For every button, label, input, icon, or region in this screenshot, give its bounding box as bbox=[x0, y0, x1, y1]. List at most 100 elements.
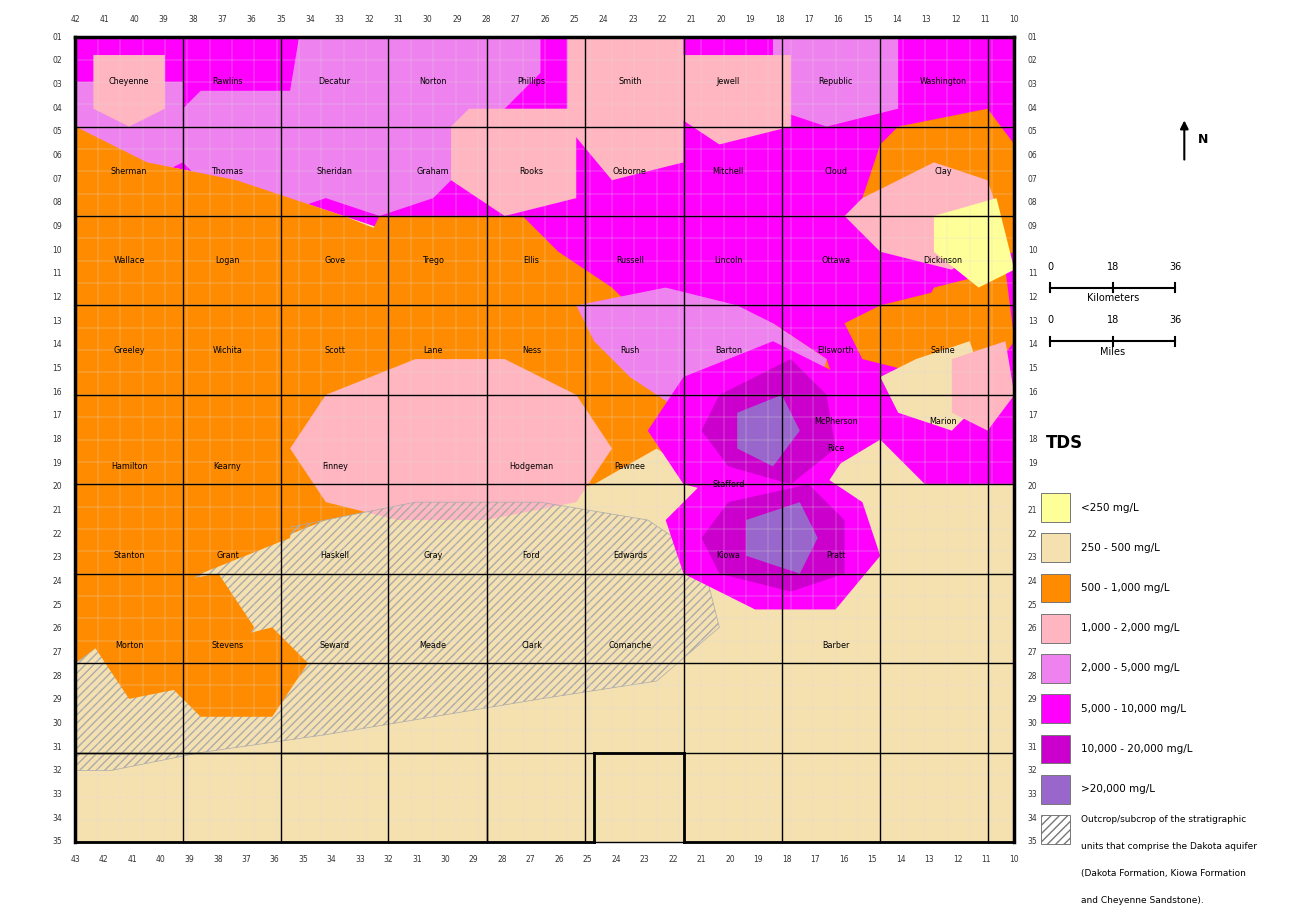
Text: Comanche: Comanche bbox=[608, 641, 651, 650]
Text: 37: 37 bbox=[242, 855, 251, 864]
Text: 42: 42 bbox=[70, 14, 81, 24]
Text: 21: 21 bbox=[686, 14, 697, 24]
Text: 28: 28 bbox=[52, 671, 62, 680]
Text: 29: 29 bbox=[452, 14, 462, 24]
Text: 01: 01 bbox=[52, 33, 62, 42]
Text: 25: 25 bbox=[1028, 601, 1037, 610]
Polygon shape bbox=[75, 502, 719, 770]
Text: 24: 24 bbox=[1028, 577, 1037, 586]
Text: Grant: Grant bbox=[216, 552, 239, 560]
Polygon shape bbox=[75, 377, 290, 663]
Text: 12: 12 bbox=[52, 293, 62, 302]
Text: Norton: Norton bbox=[420, 77, 447, 86]
Polygon shape bbox=[451, 109, 576, 216]
Text: 19: 19 bbox=[745, 14, 755, 24]
Text: 20: 20 bbox=[52, 482, 62, 491]
Text: 11: 11 bbox=[980, 14, 989, 24]
Text: 0: 0 bbox=[1046, 262, 1053, 272]
Text: Washington: Washington bbox=[919, 77, 966, 86]
Text: <250 mg/L: <250 mg/L bbox=[1080, 503, 1139, 513]
Text: 09: 09 bbox=[1028, 222, 1037, 231]
Text: 30: 30 bbox=[441, 855, 450, 864]
Polygon shape bbox=[702, 359, 836, 485]
Text: 24: 24 bbox=[599, 14, 608, 24]
Text: 13: 13 bbox=[924, 855, 933, 864]
Text: Sheridan: Sheridan bbox=[317, 167, 352, 176]
Text: Hodgeman: Hodgeman bbox=[510, 462, 554, 471]
Text: 17: 17 bbox=[1028, 411, 1037, 420]
Polygon shape bbox=[290, 359, 612, 520]
Text: Lane: Lane bbox=[424, 345, 443, 354]
Polygon shape bbox=[845, 162, 1005, 270]
Text: 26: 26 bbox=[554, 855, 564, 864]
Text: Gray: Gray bbox=[424, 552, 443, 560]
Polygon shape bbox=[647, 342, 862, 502]
Bar bbox=[1041, 654, 1070, 683]
Text: 16: 16 bbox=[833, 14, 844, 24]
Text: 35: 35 bbox=[298, 855, 308, 864]
Text: (Dakota Formation, Kiowa Formation: (Dakota Formation, Kiowa Formation bbox=[1080, 869, 1245, 878]
Polygon shape bbox=[880, 342, 988, 430]
Bar bbox=[1041, 493, 1070, 522]
Text: Kiowa: Kiowa bbox=[716, 552, 740, 560]
Text: 10: 10 bbox=[1010, 855, 1019, 864]
Text: 24: 24 bbox=[611, 855, 621, 864]
Text: 35: 35 bbox=[52, 837, 62, 846]
Text: Rawlins: Rawlins bbox=[212, 77, 243, 86]
Polygon shape bbox=[702, 485, 845, 592]
Text: 31: 31 bbox=[1028, 743, 1037, 752]
Text: 1,000 - 2,000 mg/L: 1,000 - 2,000 mg/L bbox=[1080, 623, 1179, 633]
Text: Trego: Trego bbox=[422, 256, 445, 265]
Text: 19: 19 bbox=[754, 855, 763, 864]
Polygon shape bbox=[290, 37, 541, 216]
Text: 14: 14 bbox=[1028, 341, 1037, 350]
Polygon shape bbox=[75, 127, 656, 627]
Text: 06: 06 bbox=[1028, 151, 1037, 160]
Polygon shape bbox=[75, 270, 255, 413]
Polygon shape bbox=[862, 109, 1014, 270]
Text: 36: 36 bbox=[247, 14, 256, 24]
Text: 15: 15 bbox=[1028, 364, 1037, 373]
Text: 11: 11 bbox=[982, 855, 991, 864]
Polygon shape bbox=[952, 342, 1014, 430]
Text: Clay: Clay bbox=[935, 167, 952, 176]
Text: 28: 28 bbox=[498, 855, 507, 864]
Text: 31: 31 bbox=[412, 855, 421, 864]
Text: 05: 05 bbox=[52, 128, 62, 136]
Text: Lincoln: Lincoln bbox=[714, 256, 742, 265]
Text: Hamilton: Hamilton bbox=[111, 462, 147, 471]
Text: 13: 13 bbox=[922, 14, 931, 24]
Text: 24: 24 bbox=[52, 577, 62, 586]
Text: 38: 38 bbox=[188, 14, 198, 24]
Text: Wallace: Wallace bbox=[113, 256, 144, 265]
Polygon shape bbox=[75, 37, 1014, 842]
Text: 30: 30 bbox=[52, 719, 62, 728]
Text: 17: 17 bbox=[805, 14, 814, 24]
Text: 01: 01 bbox=[1028, 33, 1037, 42]
Text: Morton: Morton bbox=[114, 641, 143, 650]
Text: 26: 26 bbox=[52, 624, 62, 633]
Text: Decatur: Decatur bbox=[318, 77, 351, 86]
Text: 04: 04 bbox=[52, 103, 62, 112]
Text: 250 - 500 mg/L: 250 - 500 mg/L bbox=[1080, 543, 1160, 553]
Text: 37: 37 bbox=[217, 14, 228, 24]
Text: 02: 02 bbox=[52, 56, 62, 65]
Text: 16: 16 bbox=[838, 855, 849, 864]
Text: 33: 33 bbox=[52, 790, 62, 799]
Text: 22: 22 bbox=[1028, 530, 1037, 539]
Text: 16: 16 bbox=[52, 388, 62, 397]
Text: Saline: Saline bbox=[931, 345, 956, 354]
Text: 12: 12 bbox=[953, 855, 962, 864]
Text: 36: 36 bbox=[1169, 262, 1182, 272]
Text: Greeley: Greeley bbox=[113, 345, 144, 354]
Text: 31: 31 bbox=[394, 14, 403, 24]
Text: Miles: Miles bbox=[1100, 347, 1126, 357]
Text: Marion: Marion bbox=[930, 417, 957, 426]
Text: 35: 35 bbox=[1028, 837, 1037, 846]
Text: 18: 18 bbox=[775, 14, 784, 24]
Text: Ford: Ford bbox=[523, 552, 541, 560]
Text: 34: 34 bbox=[326, 855, 337, 864]
Text: Stanton: Stanton bbox=[113, 552, 144, 560]
Text: 23: 23 bbox=[628, 14, 638, 24]
Text: Ellis: Ellis bbox=[524, 256, 539, 265]
